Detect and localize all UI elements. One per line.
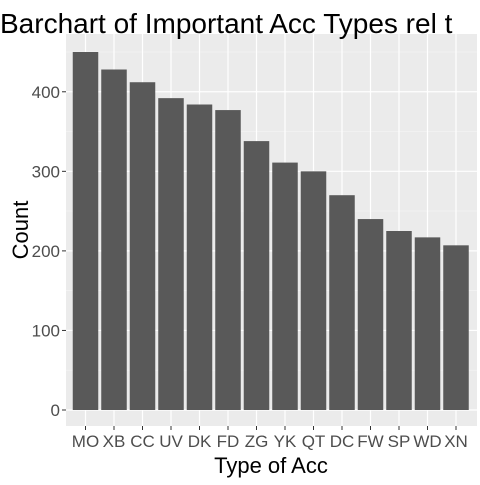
bars bbox=[72, 52, 469, 411]
bar-dk bbox=[186, 104, 213, 411]
x-axis-title: Type of Acc bbox=[214, 453, 328, 478]
x-tick-label: DC bbox=[330, 432, 355, 451]
bar-sp bbox=[386, 231, 412, 410]
bar-xb bbox=[101, 69, 127, 410]
bar-qt bbox=[300, 171, 327, 410]
x-tick-label: UV bbox=[159, 432, 183, 451]
x-tick-label: FD bbox=[217, 432, 240, 451]
bar-dc bbox=[329, 195, 355, 410]
y-axis-title: Count bbox=[8, 201, 33, 260]
x-tick-label: WD bbox=[413, 432, 441, 451]
x-tick-label: MO bbox=[72, 432, 99, 451]
x-tick-label: QT bbox=[302, 432, 326, 451]
x-tick-label: CC bbox=[130, 432, 155, 451]
x-tick-label: FW bbox=[357, 432, 383, 451]
bar-mo bbox=[72, 52, 99, 410]
x-tick-label: SP bbox=[388, 432, 411, 451]
x-tick-label: YK bbox=[274, 432, 297, 451]
bar-yk bbox=[272, 162, 298, 410]
bar-fw bbox=[357, 219, 384, 410]
y-tick-label: 100 bbox=[32, 321, 60, 340]
x-tick-label: DK bbox=[188, 432, 212, 451]
y-tick-label: 300 bbox=[32, 162, 60, 181]
y-tick-label: 200 bbox=[32, 242, 60, 261]
y-tick-label: 0 bbox=[51, 401, 60, 420]
bar-zg bbox=[243, 141, 270, 410]
x-tick-label: XN bbox=[444, 432, 468, 451]
bar-fd bbox=[215, 110, 241, 410]
y-tick-label: 400 bbox=[32, 83, 60, 102]
y-axis: 0 100 200 300 400 bbox=[32, 83, 66, 420]
x-tick-label: ZG bbox=[245, 432, 269, 451]
chart-title: Barchart of Important Acc Types rel t bbox=[0, 8, 453, 39]
x-axis: MO XB CC UV DK FD ZG YK QT DC FW SP WD XN bbox=[72, 426, 468, 451]
x-tick-label: XB bbox=[103, 432, 126, 451]
bar-xn bbox=[443, 245, 469, 410]
bar-uv bbox=[158, 98, 184, 411]
bar-wd bbox=[414, 237, 441, 410]
bar-cc bbox=[129, 82, 156, 410]
